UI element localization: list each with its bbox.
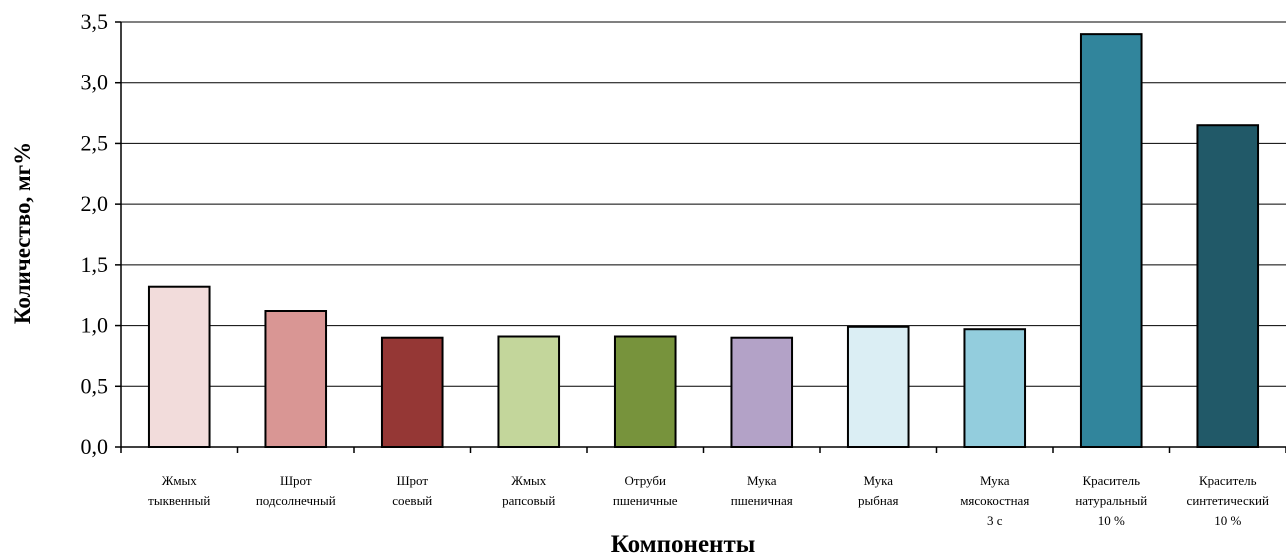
x-tick-label: Краситель синтетический 10 % [1187,473,1269,528]
y-tick-label: 2,5 [81,130,109,155]
x-tick-label: Мука мясокостная 3 с [960,473,1029,528]
x-axis-title: Компоненты [611,531,756,558]
x-tick-label: Мука рыбная [858,473,899,508]
y-tick-label: 0,0 [81,434,109,459]
x-tick-label: Отруби пшеничные [613,473,678,508]
x-tick-labels: Жмых тыквенный Шрот подсолнечный Шрот соевый Ж… [120,447,1286,528]
x-tick-label: Шрот соевый [392,473,432,508]
x-tick-label: Мука пшеничная [731,473,793,508]
y-tick-label: 1,0 [81,313,109,338]
bar [1196,124,1260,448]
bar [264,310,328,448]
bar [730,336,794,449]
x-tick-label: Краситель натуральный 10 % [1075,473,1147,528]
y-tick-labels: 0,0 0,5 1,0 1,5 2,0 2,5 3,0 3,5 [81,9,121,459]
bar [846,325,910,448]
y-axis-title: Количество, мг% [10,142,35,324]
bar [147,285,211,449]
bar [497,335,561,448]
bar [380,336,444,449]
x-tick-label: Жмых рапсовый [502,473,555,508]
bar [613,335,677,448]
x-tick-label: Шрот подсолнечный [256,473,336,508]
bars [147,33,1260,449]
bar [1079,33,1143,449]
bar [963,328,1027,449]
y-tick-label: 0,5 [81,373,109,398]
x-tick-label: Жмых тыквенный [148,473,210,508]
y-tick-label: 1,5 [81,252,109,277]
y-tick-label: 2,0 [81,191,109,216]
y-tick-label: 3,0 [81,70,109,95]
y-tick-label: 3,5 [81,9,109,34]
